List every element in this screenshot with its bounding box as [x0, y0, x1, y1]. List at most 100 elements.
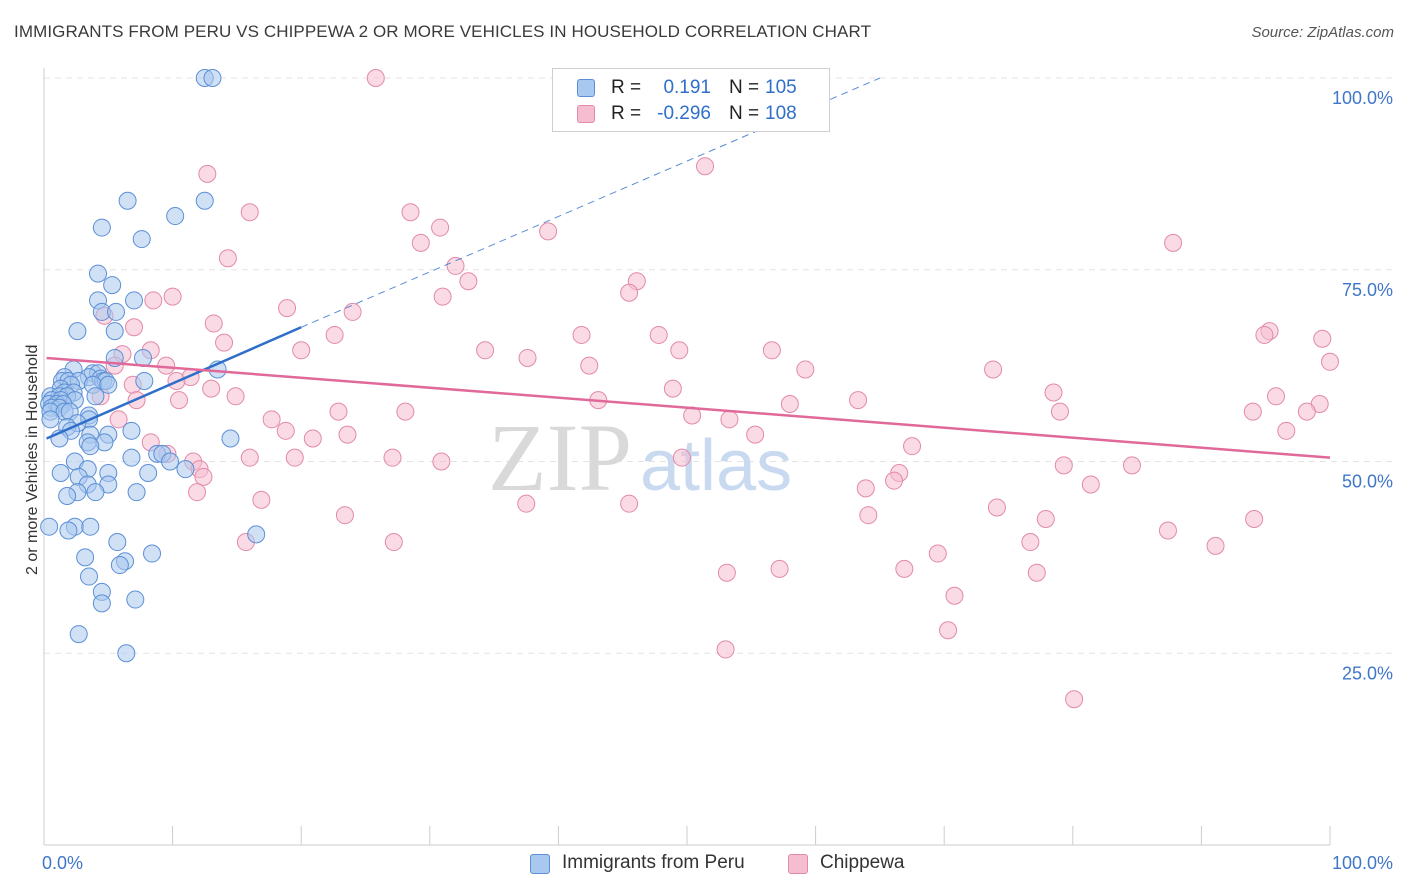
chippewa-point	[670, 341, 689, 360]
chippewa-point	[987, 498, 1006, 517]
chippewa-point	[383, 448, 402, 467]
chippewa-point	[796, 360, 815, 379]
peru-point	[103, 276, 122, 295]
peru-point	[76, 548, 95, 567]
chippewa-point	[696, 157, 715, 176]
legend-swatch-chippewa	[788, 854, 808, 874]
chippewa-point	[856, 479, 875, 498]
chippewa-point	[746, 425, 765, 444]
chippewa-point	[262, 410, 281, 429]
peru-point	[108, 533, 127, 552]
legend-label-peru: Immigrants from Peru	[562, 852, 745, 873]
chippewa-point	[431, 218, 450, 237]
chippewa-point	[720, 410, 739, 429]
chippewa-point	[885, 471, 904, 490]
legend-n-value: 105	[765, 77, 797, 98]
chippewa-point	[446, 256, 465, 275]
peru-trend-line	[46, 326, 302, 440]
peru-point	[247, 525, 266, 544]
y-tick-label: 75.0%	[1342, 280, 1393, 300]
stats-legend: R = 0.191 N = 105 R = -0.296 N = 108	[552, 68, 830, 132]
peru-point	[143, 544, 162, 563]
legend-swatch-chippewa	[577, 105, 595, 123]
legend-r-value: -0.296	[657, 103, 711, 124]
peru-point	[122, 421, 141, 440]
chippewa-point	[849, 391, 868, 410]
tick-labels: 25.0% 50.0% 75.0% 100.0% 0.0% 100.0%	[42, 88, 1393, 873]
chippewa-point	[335, 506, 354, 525]
grid-lines	[44, 77, 1392, 654]
peru-point	[122, 448, 141, 467]
chippewa-point	[325, 325, 344, 344]
chippewa-point	[1027, 563, 1046, 582]
chippewa-point	[672, 448, 691, 467]
chippewa-point	[285, 448, 304, 467]
legend-label-chippewa: Chippewa	[820, 852, 905, 873]
chippewa-point	[895, 559, 914, 578]
chippewa-point	[770, 559, 789, 578]
peru-point	[89, 264, 108, 283]
chippewa-point	[276, 421, 295, 440]
peru-point	[135, 371, 154, 390]
peru-point	[69, 625, 88, 644]
chippewa-point	[716, 640, 735, 659]
peru-point	[68, 322, 87, 341]
chippewa-point	[1277, 421, 1296, 440]
chippewa-point	[303, 429, 322, 448]
y-axis-label-text: 2 or more Vehicles in Household	[24, 344, 41, 576]
chippewa-point	[620, 494, 639, 513]
chippewa-point	[252, 490, 271, 509]
legend-swatch-peru	[530, 854, 550, 874]
chippewa-point	[517, 494, 536, 513]
chippewa-point	[1021, 533, 1040, 552]
chippewa-point	[194, 467, 213, 486]
chippewa-point	[329, 402, 348, 421]
legend-r-label: R =	[611, 77, 642, 98]
chippewa-point	[649, 325, 668, 344]
chippewa-point	[366, 69, 385, 87]
chippewa-point	[1054, 456, 1073, 475]
chippewa-point	[144, 291, 163, 310]
peru-point	[125, 291, 144, 310]
chippewa-point	[717, 563, 736, 582]
chippewa-point	[580, 356, 599, 375]
chippewa-point	[620, 283, 639, 302]
series-chippewa-points	[91, 69, 1339, 709]
peru-point	[59, 521, 78, 540]
chippewa-point	[928, 544, 947, 563]
chippewa-point	[338, 425, 357, 444]
watermark-zip: ZIP	[488, 404, 632, 511]
peru-point	[110, 556, 129, 575]
chippewa-point	[1297, 402, 1316, 421]
peru-point	[92, 218, 111, 237]
chippewa-point	[432, 452, 451, 471]
peru-point	[105, 322, 124, 341]
peru-point	[117, 644, 136, 663]
y-tick-label: 25.0%	[1342, 663, 1393, 683]
chippewa-point	[1245, 510, 1264, 529]
peru-point	[161, 452, 180, 471]
chippewa-point	[1050, 402, 1069, 421]
peru-point	[41, 410, 60, 429]
peru-trend-extension	[301, 77, 881, 328]
chippewa-point	[215, 333, 234, 352]
chippewa-point	[1206, 536, 1225, 555]
legend-swatch-peru	[577, 79, 595, 97]
chippewa-point	[1044, 383, 1063, 402]
peru-point	[176, 460, 195, 479]
chippewa-point	[572, 325, 591, 344]
chippewa-point	[109, 410, 128, 429]
peru-point	[203, 69, 222, 87]
chippewa-point	[292, 341, 311, 360]
chippewa-point	[1065, 690, 1084, 709]
peru-point	[86, 483, 105, 502]
chippewa-point	[939, 621, 958, 640]
peru-point	[195, 191, 214, 210]
source-credit: Source: ZipAtlas.com	[1251, 24, 1394, 41]
chippewa-point	[1266, 387, 1285, 406]
y-axis-label: 2 or more Vehicles in Household	[24, 345, 42, 575]
x-tick-label: 100.0%	[1332, 853, 1393, 873]
chippewa-point	[218, 249, 237, 268]
chippewa-point	[518, 348, 537, 367]
